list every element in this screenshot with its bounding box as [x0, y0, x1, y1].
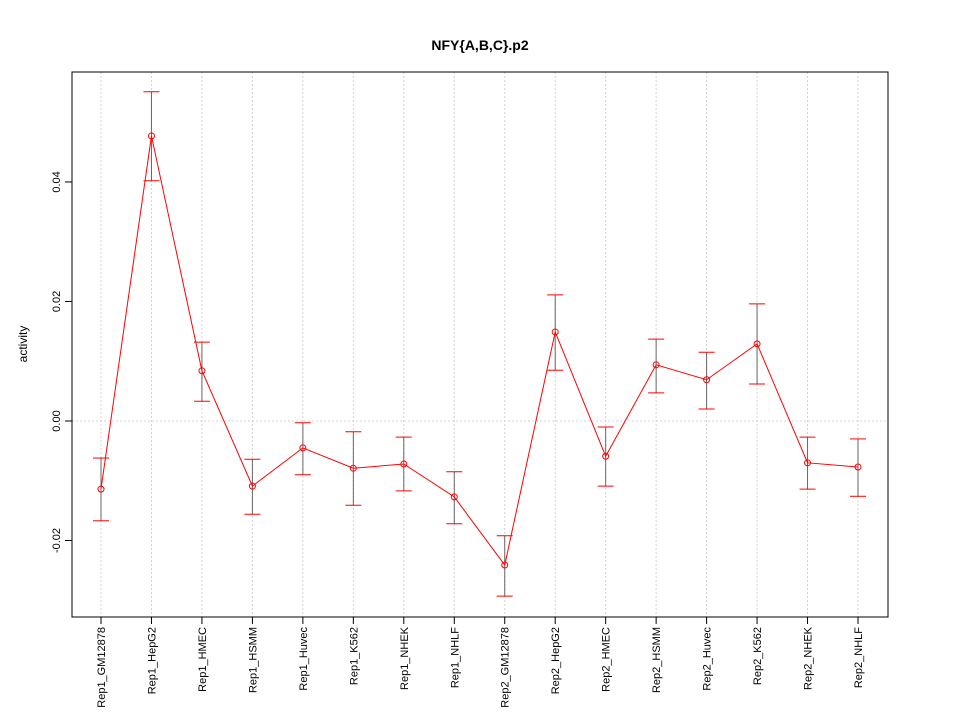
- plot-frame: [71, 71, 889, 618]
- y-tick-label: 0.02: [51, 291, 63, 312]
- data-point: [753, 340, 761, 348]
- data-point: [854, 463, 862, 471]
- data-point: [97, 485, 105, 493]
- y-tick-label: 0.00: [51, 410, 63, 431]
- data-point: [450, 493, 458, 501]
- axes: Rep1_GM12878 Rep1_HepG2 Rep1_HMEC Rep1_HSMM…: [51, 171, 865, 707]
- x-tick-label: Rep2_HepG2: [550, 627, 562, 694]
- y-tick-label: 0.04: [51, 171, 63, 192]
- y-tick-label: -0.02: [51, 528, 63, 553]
- marks: [93, 91, 866, 597]
- x-tick-label: Rep1_NHEK: [399, 626, 411, 690]
- grid: [72, 72, 888, 617]
- data-point: [349, 464, 357, 472]
- data-point: [703, 376, 711, 384]
- x-tick-label: Rep2_HMEC: [601, 627, 613, 692]
- data-point: [198, 367, 206, 375]
- data-point: [147, 132, 155, 140]
- x-tick-label: Rep1_HSMM: [247, 627, 259, 693]
- data-point: [602, 452, 610, 460]
- data-point: [652, 361, 660, 369]
- data-point: [804, 459, 812, 467]
- chart-title: NFY{A,B,C}.p2: [431, 37, 528, 53]
- series-line: [100, 135, 859, 567]
- data-point: [501, 561, 509, 569]
- x-tick-label: Rep1_HMEC: [197, 627, 209, 692]
- data-point: [551, 328, 559, 336]
- data-point: [400, 460, 408, 468]
- data-point: [299, 444, 307, 452]
- x-tick-label: Rep2_HSMM: [651, 627, 663, 693]
- x-tick-label: Rep2_GM12878: [500, 627, 512, 708]
- x-tick-label: Rep1_NHLF: [449, 627, 461, 688]
- x-tick-label: Rep2_NHLF: [853, 627, 865, 688]
- x-tick-label: Rep1_K562: [348, 627, 360, 685]
- x-tick-label: Rep1_GM12878: [96, 627, 108, 708]
- x-tick-label: Rep2_Huvec: [702, 627, 714, 691]
- x-tick-label: Rep2_NHEK: [803, 626, 815, 690]
- y-axis-label: activity: [16, 326, 30, 363]
- x-tick-label: Rep2_K562: [752, 627, 764, 685]
- x-tick-label: Rep1_HepG2: [146, 627, 158, 694]
- data-point: [248, 482, 256, 490]
- x-tick-label: Rep1_Huvec: [298, 627, 310, 691]
